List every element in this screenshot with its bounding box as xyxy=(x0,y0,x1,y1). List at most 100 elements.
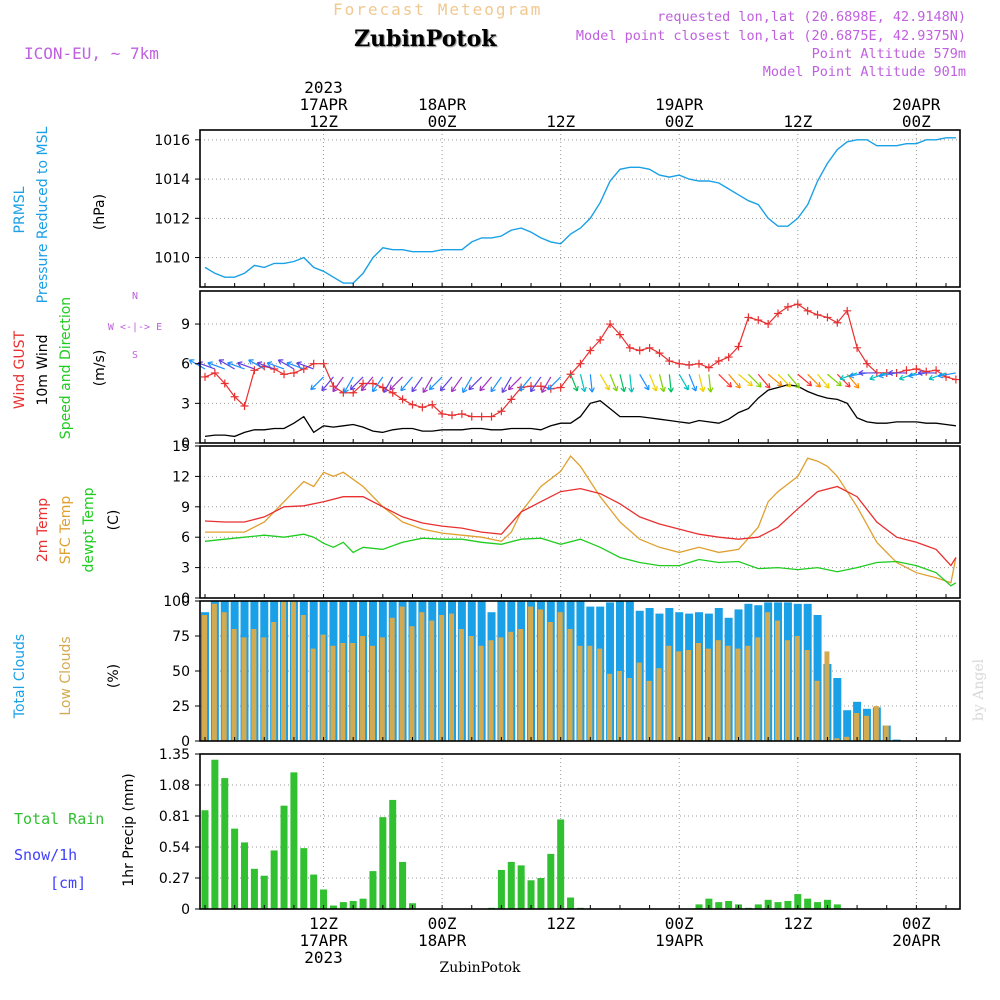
top-time-label: 12Z xyxy=(546,112,575,131)
gust-marker xyxy=(951,375,960,384)
wind-arrow xyxy=(899,372,917,380)
wind-arrowhead xyxy=(612,385,619,392)
precip-bar xyxy=(379,817,387,909)
wind-arrowhead xyxy=(541,387,547,394)
precip-bar xyxy=(290,772,298,909)
gust-marker xyxy=(201,372,209,381)
low-cloud-bar xyxy=(518,629,524,741)
bottom-time-label: 12Z xyxy=(546,914,575,933)
gust-marker xyxy=(210,368,219,377)
low-cloud-bar xyxy=(775,620,781,741)
precip-bar xyxy=(774,902,782,909)
gust-marker xyxy=(220,379,229,388)
wind-arrowhead xyxy=(529,386,536,393)
wind-arrowhead xyxy=(756,382,762,388)
gust-marker xyxy=(230,392,239,401)
wind-arrow xyxy=(579,374,586,392)
wind-arrow xyxy=(718,373,732,388)
low-cloud-bar xyxy=(399,606,405,741)
gust-marker xyxy=(388,388,397,397)
low-cloud-bar xyxy=(211,603,217,741)
low-cloud-bar xyxy=(468,636,474,741)
bottom-time-label: 18APR xyxy=(418,931,467,950)
gust-marker xyxy=(289,368,298,377)
gust-marker xyxy=(240,401,249,410)
dewpt-line xyxy=(204,533,957,587)
wind-arrowhead xyxy=(726,382,733,388)
wind-direction-label: Speed and Direction xyxy=(58,297,74,439)
wind-arrow xyxy=(519,376,532,392)
wind-arrow xyxy=(807,373,821,388)
low-cloud-bar xyxy=(330,645,336,741)
low-cloud-bar xyxy=(686,650,692,741)
wind-arrow xyxy=(570,374,578,392)
gust-marker xyxy=(675,359,684,368)
total-cloud-bar xyxy=(645,608,654,741)
low-cloud-bar xyxy=(814,680,820,741)
low-cloud-bar xyxy=(567,629,573,741)
bottom-time-label: 12Z xyxy=(309,914,338,933)
wind-arrow xyxy=(629,374,633,393)
wind-arrowhead xyxy=(507,384,514,391)
low-cloud-bar xyxy=(834,738,840,741)
wind-arrowhead xyxy=(806,380,813,387)
gust-marker xyxy=(339,388,348,397)
gust-marker xyxy=(764,320,773,329)
ytick-label-pressure: 1016 xyxy=(154,133,190,149)
gust-marker xyxy=(596,335,605,344)
model-altitude: Model Point Altitude 901m xyxy=(762,64,966,80)
ytick-label-temp: 12 xyxy=(172,469,190,485)
precip-bar xyxy=(527,880,535,909)
wind-unit: (m/s) xyxy=(92,350,108,387)
low-cloud-bar xyxy=(340,643,346,741)
wind-arrowhead xyxy=(628,387,635,393)
wind-arrow xyxy=(286,362,305,370)
top-time-label: 00Z xyxy=(665,112,694,131)
wind-arrowhead xyxy=(580,386,587,393)
wind-arrow xyxy=(400,376,413,392)
wind-arrowhead xyxy=(848,372,855,379)
top-time-label: 00Z xyxy=(428,112,457,131)
wind-arrowhead xyxy=(389,384,395,391)
gust-marker xyxy=(833,318,842,327)
gust-marker xyxy=(408,400,417,409)
ytick-label-pressure: 1010 xyxy=(154,251,190,267)
gust-marker xyxy=(349,388,358,397)
dewpt-label: dewpt Temp xyxy=(81,487,97,572)
wind-arrow xyxy=(422,376,433,393)
gust-marker xyxy=(724,353,733,362)
gust-marker xyxy=(280,370,289,379)
wind-arrow xyxy=(609,374,618,392)
precip-bar xyxy=(517,865,525,909)
low-cloud-bar xyxy=(290,601,296,741)
gust-marker xyxy=(912,364,921,373)
low-cloud-bar xyxy=(696,643,701,741)
ytick-label-wind: 3 xyxy=(181,396,190,412)
low-cloud-bar xyxy=(745,645,751,741)
gust-marker xyxy=(398,395,407,404)
precip-bar xyxy=(241,842,249,909)
wind-arrow xyxy=(757,373,771,389)
precip-bar xyxy=(280,805,288,909)
panel-frame-pressure xyxy=(199,129,961,288)
bottom-time-label: 19APR xyxy=(655,931,704,950)
low-cloud-bar xyxy=(547,622,553,741)
wind-arrowhead xyxy=(266,361,273,368)
gust-marker xyxy=(368,379,377,388)
gust-marker xyxy=(744,313,753,322)
gust-marker xyxy=(418,403,427,412)
top-time-label: 18APR xyxy=(418,95,467,114)
low-cloud-bar xyxy=(251,629,257,741)
wind-arrowhead xyxy=(917,369,923,377)
wind-arrowhead xyxy=(839,374,846,381)
gust-marker xyxy=(853,343,862,352)
top-time-label: 2023 xyxy=(304,78,343,97)
wind-arrow xyxy=(589,374,593,393)
low-cloud-bar xyxy=(597,648,603,741)
gust-marker xyxy=(823,313,832,322)
gust-marker xyxy=(803,306,812,315)
wind-arrowhead xyxy=(824,383,830,389)
wind-arrowhead xyxy=(237,361,243,368)
snow-unit: [cm] xyxy=(50,874,86,892)
wind-arrowhead xyxy=(794,383,801,389)
